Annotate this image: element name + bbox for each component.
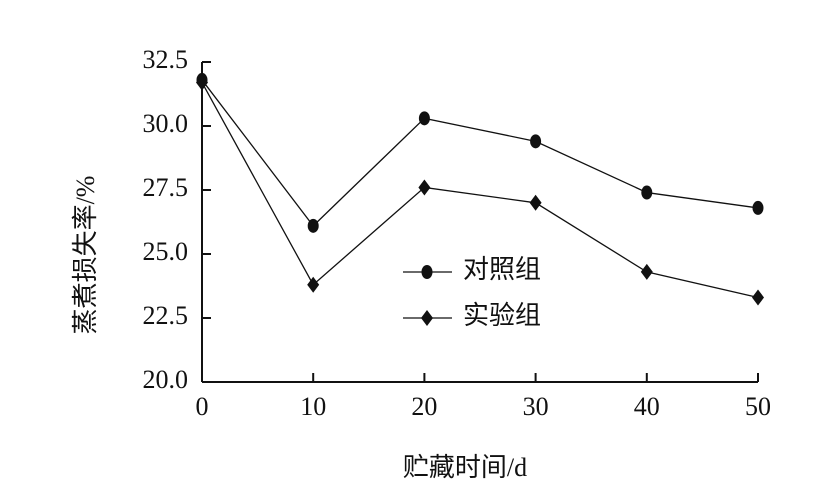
y-tick-label: 22.5 xyxy=(143,301,189,330)
x-tick-label: 10 xyxy=(300,392,326,421)
y-tick-label: 20.0 xyxy=(143,365,189,394)
y-tick-label: 25.0 xyxy=(143,237,189,266)
marker xyxy=(307,276,320,293)
series-line xyxy=(201,79,759,227)
marker xyxy=(530,134,542,149)
y-axis-label: 蒸煮损失率/% xyxy=(71,176,100,335)
marker xyxy=(641,185,653,200)
marker xyxy=(752,289,764,306)
y-tick-label: 30.0 xyxy=(143,109,189,138)
series-line xyxy=(201,82,759,299)
x-tick-label: 20 xyxy=(411,392,437,421)
marker xyxy=(752,200,764,215)
legend-label: 对照组 xyxy=(463,255,541,284)
x-tick-label: 0 xyxy=(196,392,209,421)
legend-marker xyxy=(421,265,433,279)
marker xyxy=(640,263,653,280)
marker xyxy=(307,218,319,233)
y-tick-label: 32.5 xyxy=(143,45,189,74)
legend-marker xyxy=(421,310,433,326)
x-axis-label: 贮藏时间/d xyxy=(403,453,527,482)
marker xyxy=(418,111,430,126)
x-tick-label: 40 xyxy=(634,392,660,421)
marker xyxy=(418,179,431,196)
marker xyxy=(196,74,208,91)
y-tick-label: 27.5 xyxy=(143,173,189,202)
legend-label: 实验组 xyxy=(463,301,541,330)
marker xyxy=(529,194,542,211)
x-tick-label: 50 xyxy=(745,392,771,421)
x-tick-label: 30 xyxy=(523,392,549,421)
